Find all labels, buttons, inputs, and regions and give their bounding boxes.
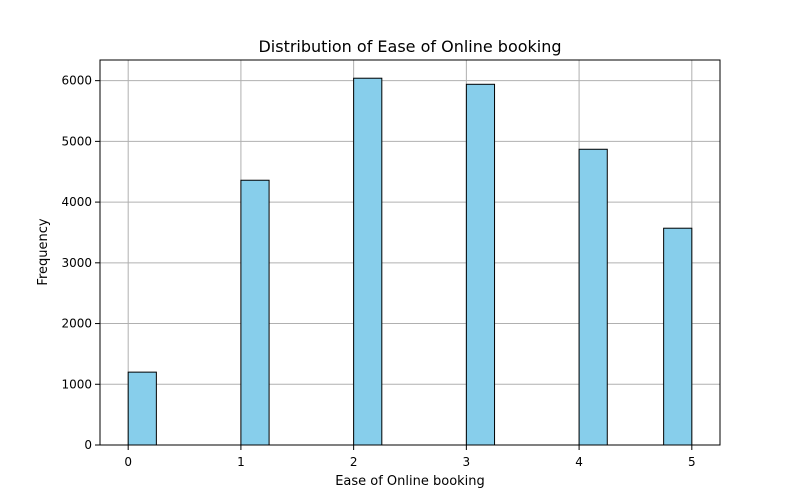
y-tick-label: 0: [84, 438, 92, 452]
x-axis-label: Ease of Online booking: [335, 474, 485, 489]
plot-frame: [99, 59, 721, 446]
x-tick-label: 5: [688, 455, 696, 469]
bars-layer: [127, 77, 693, 446]
histogram-bar: [127, 371, 157, 446]
histogram-bar: [240, 179, 270, 446]
x-tick-label: 2: [350, 455, 358, 469]
y-tick-label: 3000: [61, 256, 92, 270]
y-axis-label: Frequency: [36, 218, 51, 285]
histogram-bar: [578, 148, 608, 446]
x-tick-label: 1: [237, 455, 245, 469]
y-tick-label: 4000: [61, 195, 92, 209]
y-tick-label: 5000: [61, 134, 92, 148]
y-tick-label: 1000: [61, 377, 92, 391]
x-tick-label: 0: [124, 455, 132, 469]
x-tick-label: 4: [575, 455, 583, 469]
ticks-layer: 0 1 2 3 4 5 0 1000 2000 3000 4000 5000 6000: [61, 74, 695, 469]
histogram-bar: [663, 227, 693, 446]
y-tick-label: 2000: [61, 317, 92, 331]
histogram-bar: [353, 77, 383, 446]
chart-title: Distribution of Ease of Online booking: [258, 37, 561, 56]
y-tick-label: 6000: [61, 74, 92, 88]
grid-layer: [100, 60, 720, 446]
histogram-bar: [465, 83, 496, 446]
x-tick-label: 3: [463, 455, 471, 469]
